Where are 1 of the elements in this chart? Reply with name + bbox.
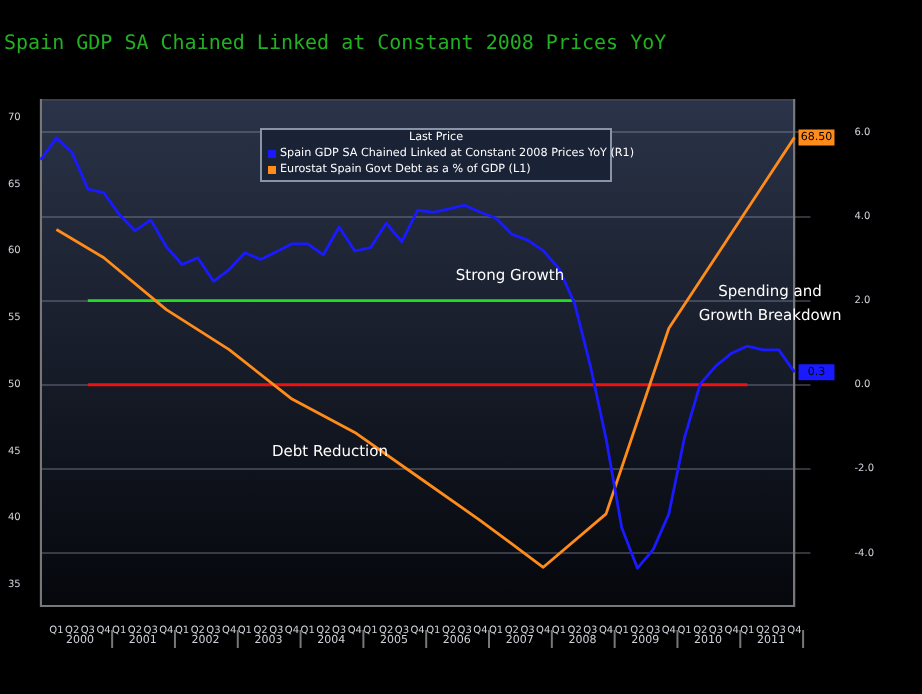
chart-title: Spain GDP SA Chained Linked at Constant 2008 Prices YoY <box>4 33 667 56</box>
